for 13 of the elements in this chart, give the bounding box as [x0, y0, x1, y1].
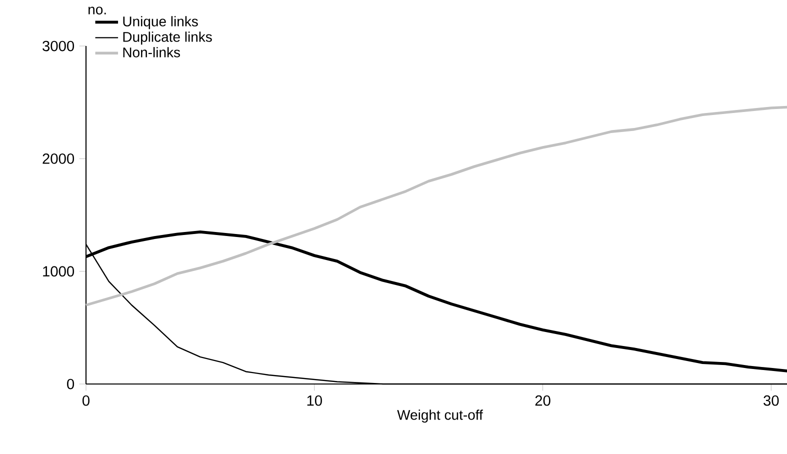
y-tick-label: 1000 [43, 266, 74, 277]
y-tick-label: 2000 [42, 153, 74, 164]
x-tick-label: 10 [307, 395, 322, 406]
y-tick-label: 3000 [42, 40, 74, 52]
x-tick-label: 30 [764, 395, 779, 406]
legend-label: Non-links [123, 47, 180, 58]
x-tick-label: 0 [82, 395, 90, 406]
x-tick-label: 20 [535, 395, 550, 406]
legend-label: Duplicate links [123, 32, 212, 45]
legend-label: Unique links [123, 16, 198, 30]
y-axis-title: no. [88, 6, 106, 14]
y-tick-label: 0 [67, 378, 74, 390]
x-axis-title: Weight cut-off [397, 410, 483, 423]
